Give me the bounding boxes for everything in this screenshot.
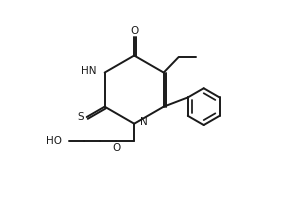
Text: S: S [77,112,84,122]
Text: HN: HN [81,66,96,76]
Text: N: N [139,117,147,127]
Text: O: O [130,26,138,36]
Text: O: O [112,143,120,153]
Text: HO: HO [46,137,63,147]
